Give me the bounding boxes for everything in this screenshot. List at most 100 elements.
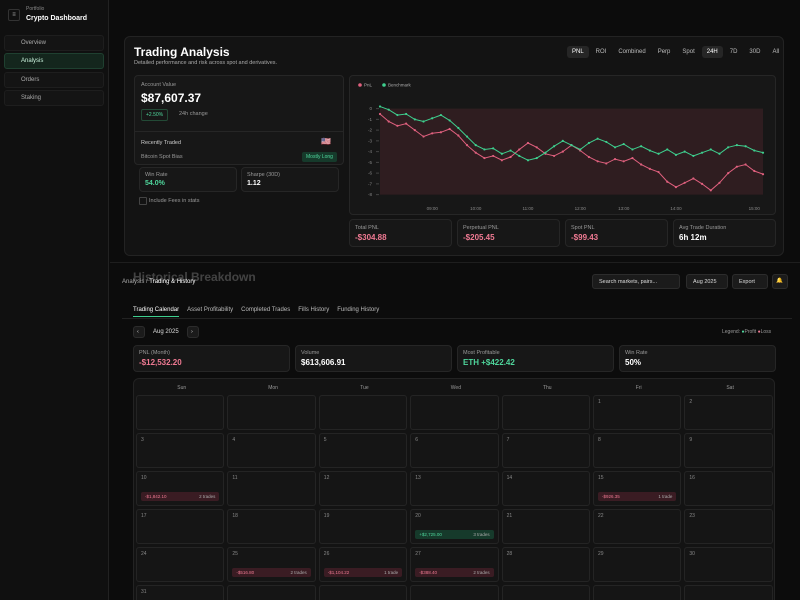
- tab[interactable]: All: [772, 49, 780, 55]
- tab[interactable]: 30D: [749, 49, 761, 55]
- sidebar-subtitle: Portfolio: [26, 6, 45, 12]
- point: [648, 167, 651, 170]
- stat-value: 6h 12m: [679, 233, 707, 242]
- day-cell[interactable]: 10 -$1,842.10 2 trades: [136, 471, 225, 506]
- alert-button[interactable]: 🔔: [772, 274, 788, 289]
- sharpe-box: Sharpe (30D) 1.12: [241, 167, 339, 192]
- day-cell: 23: [684, 509, 773, 544]
- tab[interactable]: PNL: [567, 46, 589, 58]
- day-cell: 13: [410, 471, 499, 506]
- tab[interactable]: Completed Trades: [241, 307, 291, 313]
- tab[interactable]: 7D: [729, 49, 738, 55]
- stat-value: -$304.88: [355, 233, 387, 242]
- weekday-label: Mon: [268, 385, 278, 391]
- weekday-label: Fri: [635, 385, 642, 391]
- day-cell[interactable]: 25 -$516.80 2 trades: [227, 547, 316, 582]
- point: [509, 155, 512, 159]
- weekday-label: Wed: [450, 385, 461, 391]
- day-number: 5: [323, 437, 327, 443]
- search[interactable]: Search markets, pairs...: [592, 274, 680, 289]
- day-cell[interactable]: 15 -$926.35 1 trade: [593, 471, 682, 506]
- day-cell[interactable]: 27 -$388.40 2 trades: [410, 547, 499, 582]
- divider: [135, 131, 343, 132]
- x-tick-label: 10:00: [470, 206, 482, 211]
- pnl-value: -$926.35: [602, 494, 620, 499]
- point: [561, 139, 564, 142]
- point: [483, 156, 486, 160]
- legend-dot: ●: [741, 329, 745, 335]
- breadcrumb-root[interactable]: Analysis: [122, 279, 145, 285]
- divider: [110, 262, 800, 263]
- day-number: 24: [141, 551, 147, 557]
- legend-swatch: [358, 83, 362, 87]
- export-button[interactable]: Export: [732, 274, 768, 289]
- x-tick-label: 09:00: [427, 206, 439, 211]
- nav-item[interactable]: Overview: [4, 35, 104, 51]
- legend-entry: Profit: [744, 329, 757, 335]
- fees-label: Include Fees in stats: [149, 198, 200, 204]
- point: [744, 163, 747, 166]
- nav-item[interactable]: Orders: [4, 72, 104, 88]
- y-tick-label: -1: [368, 117, 372, 122]
- day-number: 10: [141, 475, 147, 481]
- point: [640, 145, 643, 148]
- sidebar: ≡ Portfolio Crypto Dashboard Overview An…: [0, 0, 109, 600]
- stat-box: Spot PNL -$99.43: [565, 219, 668, 247]
- day-cell: [410, 395, 499, 430]
- day-cell: [501, 585, 590, 600]
- trade-count: 2 trades: [473, 570, 490, 575]
- point: [622, 160, 625, 163]
- nav-item[interactable]: Staking: [4, 90, 104, 106]
- point: [761, 173, 765, 176]
- point: [700, 151, 704, 154]
- month-button[interactable]: Aug 2025: [686, 274, 728, 289]
- tab[interactable]: Asset Profitability: [187, 307, 234, 313]
- point: [596, 160, 599, 163]
- tab[interactable]: Spot: [682, 49, 695, 55]
- day-cell: [318, 395, 408, 430]
- day-cell[interactable]: 26 -$1,104.22 1 trade: [318, 547, 408, 582]
- tab[interactable]: Fills History: [298, 307, 330, 313]
- tab[interactable]: Perp: [657, 49, 671, 55]
- tab[interactable]: 24H: [701, 46, 723, 58]
- x-tick-label: 12:00: [575, 206, 587, 211]
- legend-label: Legend:: [722, 329, 741, 335]
- stat-label: Spot PNL: [571, 225, 595, 231]
- day-cell: [684, 585, 773, 600]
- tab[interactable]: Trading Calendar: [133, 307, 180, 317]
- tab[interactable]: Combined: [618, 49, 646, 55]
- nav-item[interactable]: Analysis: [4, 53, 104, 69]
- point: [666, 148, 669, 151]
- point: [640, 163, 643, 166]
- day-cell: 4: [227, 433, 316, 468]
- day-number: 31: [141, 589, 147, 595]
- day-cell[interactable]: 20 +$2,725.00 3 trades: [410, 509, 499, 544]
- stat-box: Volume $613,606.91: [295, 345, 452, 372]
- day-cell: 29: [593, 547, 682, 582]
- day-cell: 17: [136, 509, 225, 544]
- account-panel: Account Value $87,607.37 +2.50% 24h chan…: [134, 75, 344, 165]
- day-number: 14: [506, 475, 513, 481]
- point: [413, 129, 416, 132]
- trade-count: 2 trades: [290, 570, 307, 575]
- pnl-chip: -$1,104.22 1 trade: [323, 568, 403, 577]
- tab-bar: PNL ROI Combined Perp Spot 24H 7D 30D Al…: [567, 46, 784, 58]
- day-cell: 30: [684, 547, 773, 582]
- tab[interactable]: Funding History: [337, 307, 380, 313]
- day-number: 15: [598, 475, 604, 481]
- point: [535, 146, 538, 149]
- next-month[interactable]: ›: [187, 326, 199, 338]
- weekday-label: Sun: [177, 385, 187, 391]
- tab[interactable]: ROI: [595, 49, 607, 55]
- change-label: 24h change: [179, 111, 208, 117]
- day-cell: 3: [136, 433, 225, 468]
- day-cell: 31: [136, 585, 225, 600]
- stat-label: Most Profitable: [463, 350, 500, 356]
- legend: Legend: ●Profit ●Loss: [722, 329, 771, 335]
- point: [387, 108, 390, 111]
- checkbox[interactable]: [139, 197, 147, 205]
- prev-month[interactable]: ‹: [133, 326, 145, 338]
- stat-value: -$12,532.20: [139, 358, 182, 367]
- point: [518, 154, 521, 158]
